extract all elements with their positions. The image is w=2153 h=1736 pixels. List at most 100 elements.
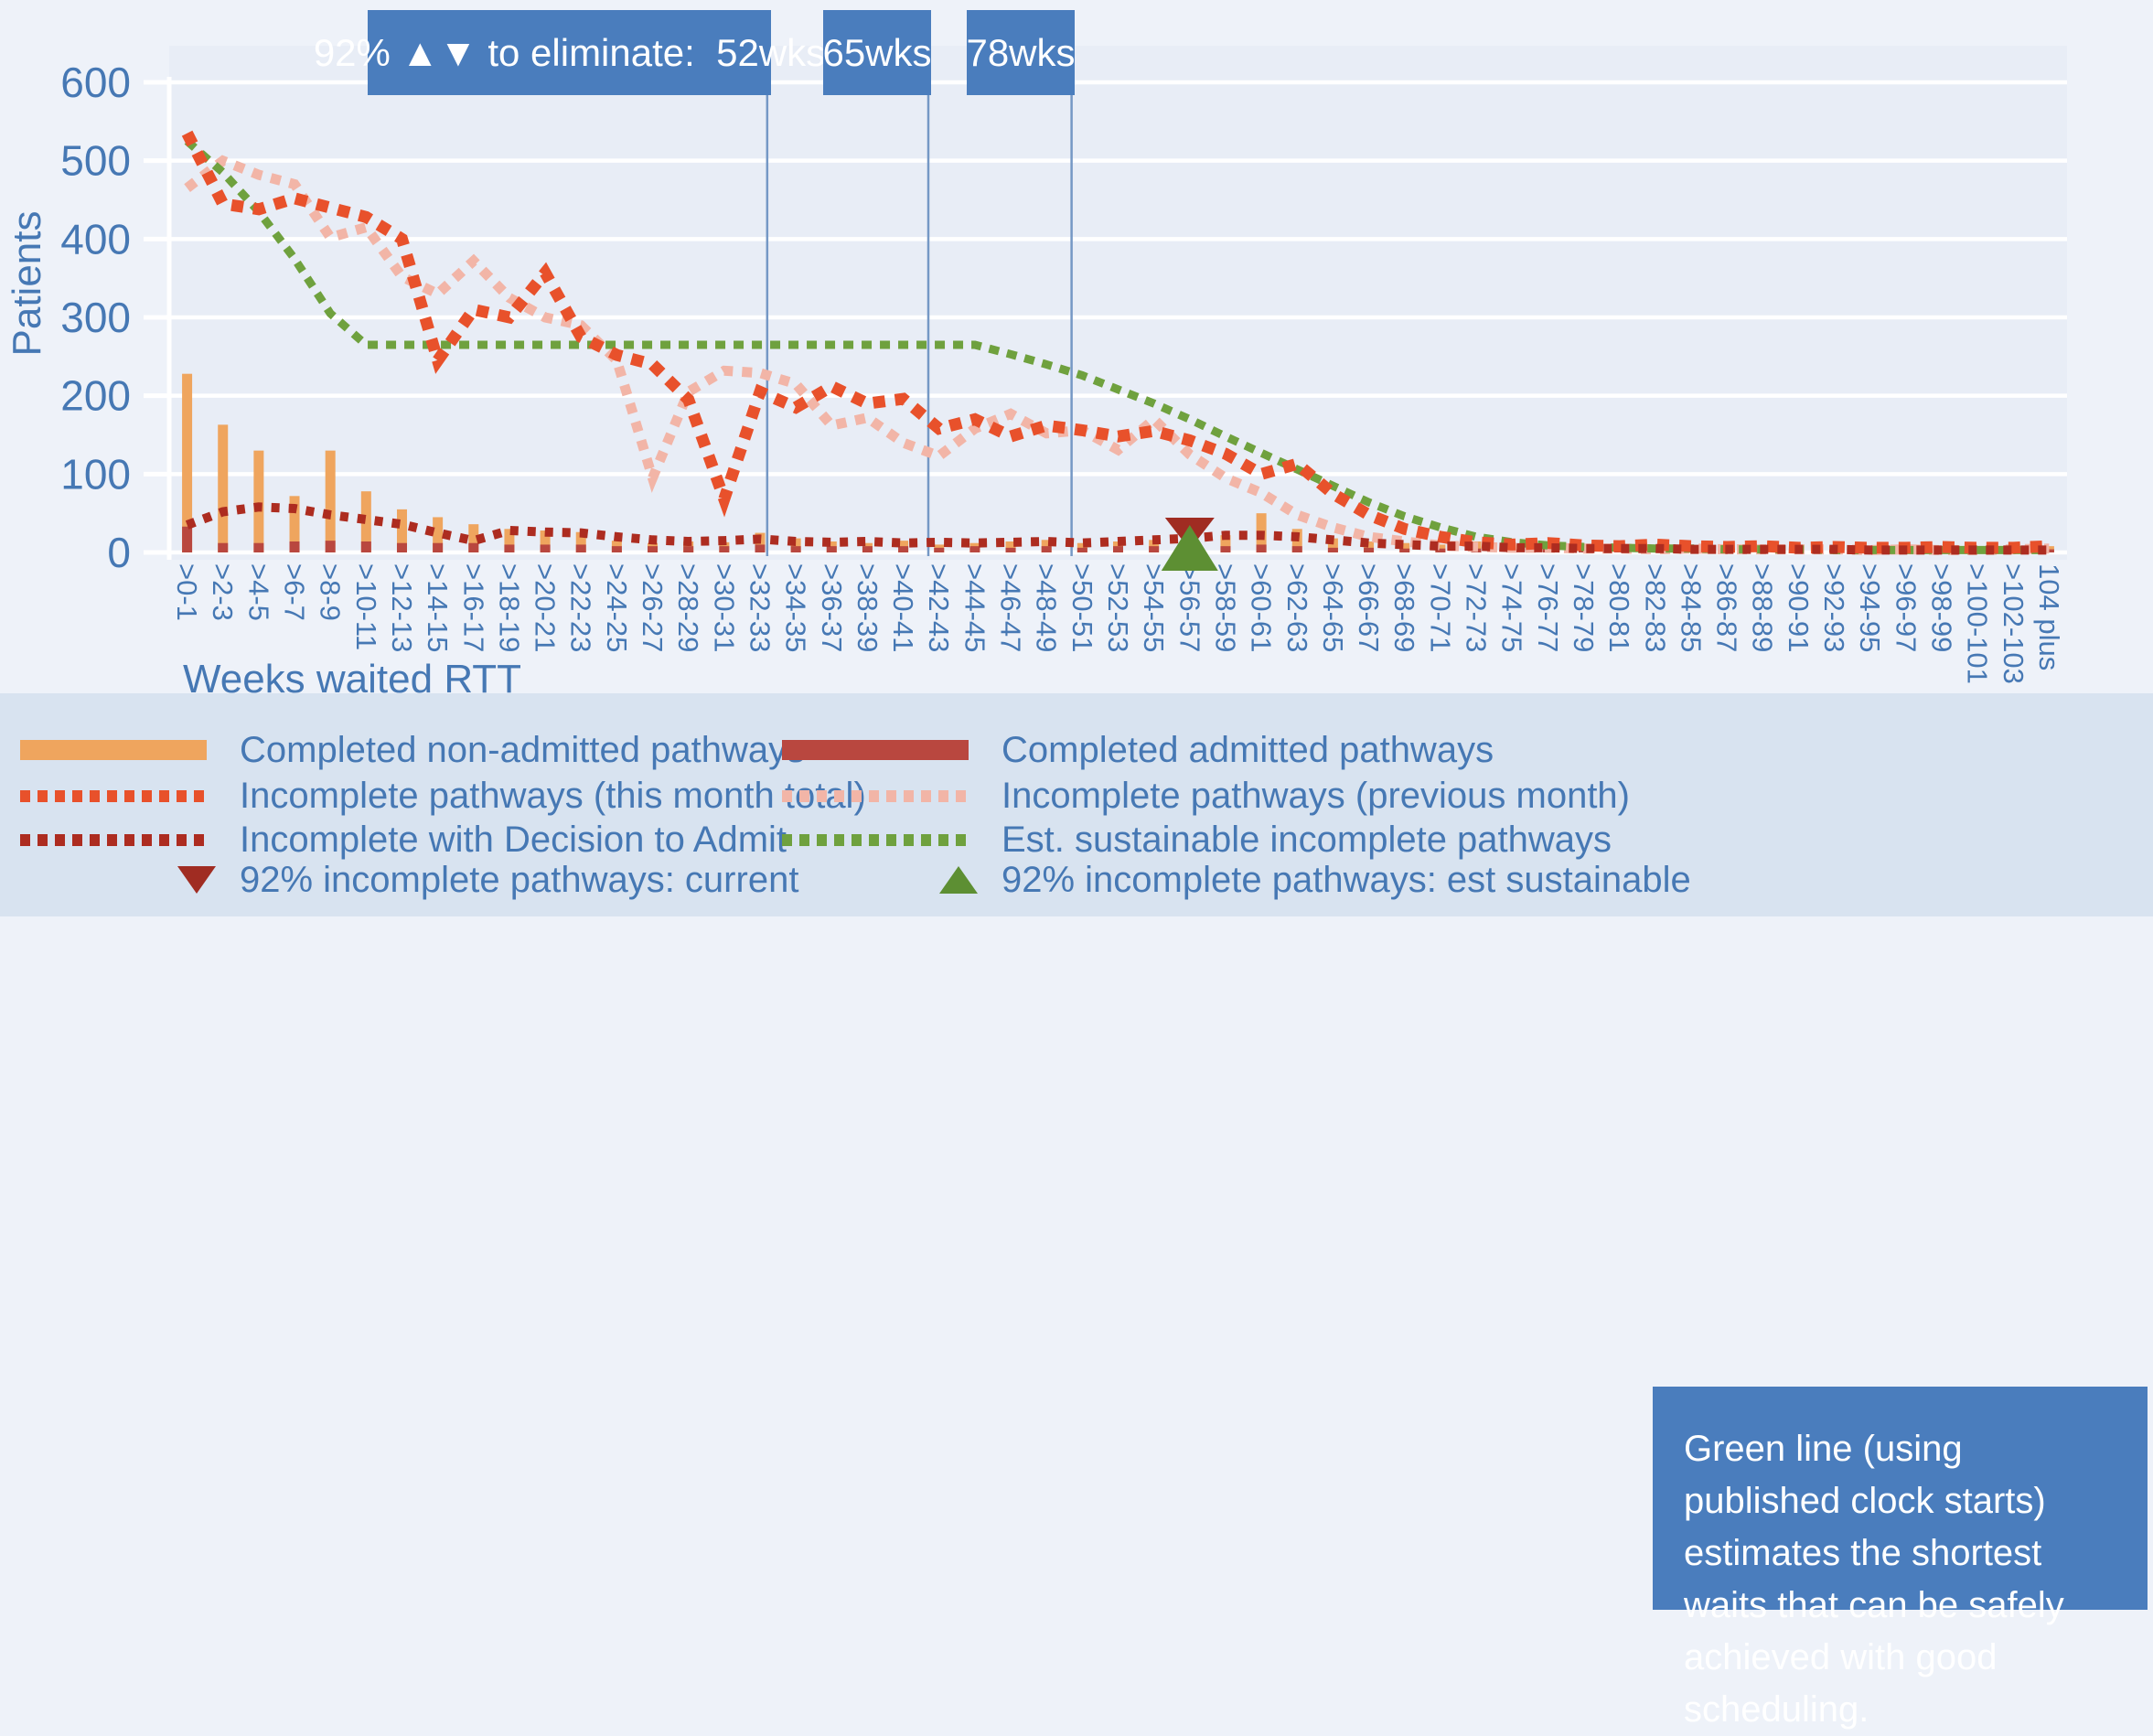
x-tick-label: >92-93 xyxy=(1818,563,1850,652)
x-tick-label: >80-81 xyxy=(1603,563,1635,652)
x-tick-label: >18-19 xyxy=(493,563,525,652)
x-tick-label: >2-3 xyxy=(207,563,239,621)
bar xyxy=(253,450,264,552)
bar xyxy=(1005,541,1016,552)
bar xyxy=(1220,535,1231,552)
bar xyxy=(433,542,444,552)
legend-item-label: Est. sustainable incomplete pathways xyxy=(1002,819,1612,860)
bar xyxy=(325,450,336,552)
y-tick-label: 600 xyxy=(60,59,131,106)
legend-swatch-triangle-up-icon xyxy=(782,860,978,900)
bar xyxy=(433,517,444,552)
x-tick-label: >22-23 xyxy=(565,563,597,652)
x-tick-label: >100-101 xyxy=(1962,563,1994,684)
legend-swatch-dotted-icon xyxy=(20,820,207,860)
bar xyxy=(826,546,837,552)
bar xyxy=(611,546,622,552)
bar xyxy=(1005,547,1016,552)
x-tick-label: >58-59 xyxy=(1209,563,1241,652)
x-tick-label: >60-61 xyxy=(1246,563,1278,652)
y-axis-title: Patients xyxy=(5,210,49,357)
legend-column-2: Completed admitted pathways Incomplete pa… xyxy=(782,693,1691,916)
line-series xyxy=(181,130,2050,554)
bar xyxy=(1364,547,1375,552)
bar xyxy=(396,509,407,552)
bar xyxy=(253,542,264,552)
x-tick-label: >66-67 xyxy=(1353,563,1385,652)
x-tick-label: >42-43 xyxy=(923,563,955,652)
y-tick-label: 500 xyxy=(60,137,131,185)
bar xyxy=(719,546,730,552)
legend-item: 92% incomplete pathways: est sustainable xyxy=(782,860,1691,900)
swatch-mark xyxy=(20,834,207,846)
bar xyxy=(1149,546,1160,552)
x-tick-label: >68-69 xyxy=(1388,563,1420,652)
x-tick-label: >32-33 xyxy=(744,563,776,652)
x-tick-label: >8-9 xyxy=(315,563,347,621)
x-tick-label: >84-85 xyxy=(1675,563,1707,652)
x-tick-label: >40-41 xyxy=(887,563,919,652)
legend-item: Incomplete with Decision to Admit xyxy=(20,820,787,860)
y-tick-label: 200 xyxy=(60,372,131,420)
legend-item-label: Incomplete with Decision to Admit xyxy=(240,819,787,860)
bar xyxy=(898,546,909,552)
bar xyxy=(1364,541,1375,552)
bar xyxy=(1220,546,1231,552)
x-tick-label: >46-47 xyxy=(995,563,1027,652)
legend-column-1: Completed non-admitted pathways Incomplet… xyxy=(20,693,866,916)
bar xyxy=(182,373,193,552)
line-series xyxy=(184,137,2050,554)
x-tick-label: >54-55 xyxy=(1138,563,1170,652)
bar xyxy=(862,546,873,552)
bar xyxy=(969,546,980,552)
bar xyxy=(396,542,407,552)
x-tick-label: >52-53 xyxy=(1102,563,1134,652)
x-tick-label: >6-7 xyxy=(279,563,311,621)
y-tick-label: 400 xyxy=(60,215,131,263)
y-axis-tick-labels: 0 100 200 300 400 500 600 xyxy=(60,59,131,576)
legend-item-label: Incomplete pathways (this month total) xyxy=(240,775,866,816)
bar xyxy=(1076,547,1087,552)
bar xyxy=(790,546,801,552)
x-tick-label: >72-73 xyxy=(1461,563,1493,652)
bar xyxy=(325,541,336,552)
bar xyxy=(790,538,801,552)
bar xyxy=(755,544,766,552)
x-tick-label: >90-91 xyxy=(1783,563,1815,652)
bar xyxy=(468,542,479,552)
threshold-box: 92% ▲▼ to eliminate: 52wks xyxy=(314,10,825,95)
bar-series xyxy=(182,526,2054,552)
legend-swatch-dotted-icon xyxy=(782,820,969,860)
x-tick-label: >86-87 xyxy=(1711,563,1743,652)
triangle-down-icon xyxy=(177,866,216,894)
x-tick-label: 104 plus xyxy=(2033,563,2065,670)
bar xyxy=(1399,542,1410,552)
bar xyxy=(504,529,515,552)
legend-item: Completed admitted pathways xyxy=(782,730,1494,770)
x-tick-label: >36-37 xyxy=(816,563,848,652)
triangle-up-marker xyxy=(1161,525,1218,571)
line-series xyxy=(185,502,2050,555)
x-tick-label: >76-77 xyxy=(1532,563,1564,652)
bar xyxy=(218,542,229,552)
x-tick-label: >82-83 xyxy=(1639,563,1671,652)
x-tick-label: >94-95 xyxy=(1854,563,1886,652)
bar xyxy=(575,544,586,552)
x-tick-label: >34-35 xyxy=(780,563,812,652)
bar xyxy=(575,531,586,552)
swatch-mark xyxy=(782,790,969,802)
bar xyxy=(1291,546,1302,552)
legend-swatch-solid-icon xyxy=(782,730,969,770)
y-tick-label: 100 xyxy=(60,450,131,498)
x-tick-label: >4-5 xyxy=(242,563,274,621)
bar xyxy=(1113,546,1123,552)
bar xyxy=(360,491,371,552)
y-tick-label: 0 xyxy=(107,529,131,576)
info-box: Green line (using published clock starts… xyxy=(1653,1387,2148,1730)
x-tick-label: >56-57 xyxy=(1173,563,1205,652)
line-series xyxy=(184,155,2050,555)
x-tick-label: >30-31 xyxy=(708,563,740,652)
reference-lines xyxy=(766,95,1073,556)
bar xyxy=(289,496,300,552)
